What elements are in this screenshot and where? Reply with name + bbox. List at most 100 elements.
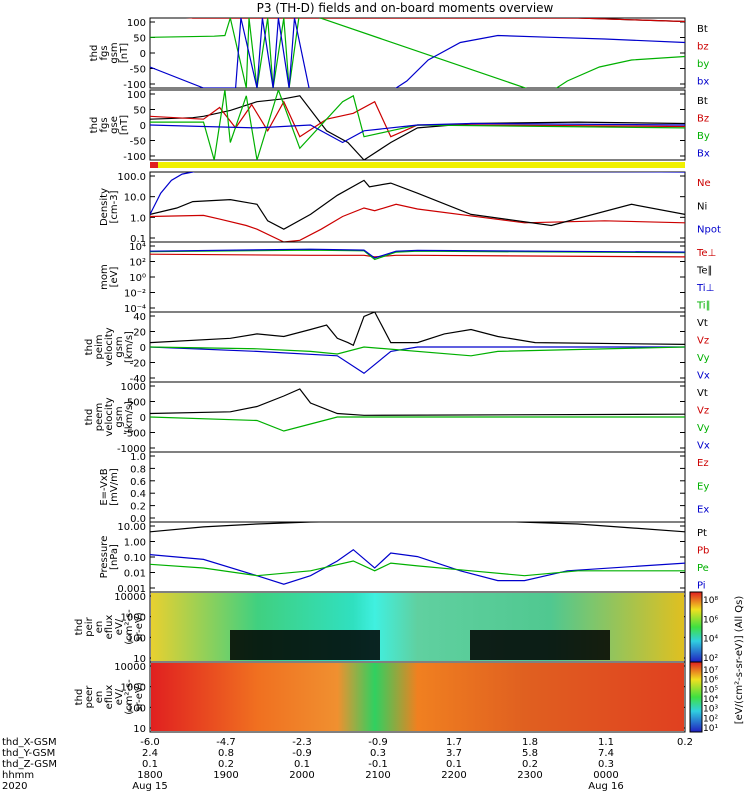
- ylabel-peir: eV/: [114, 618, 125, 635]
- xaxis-value: 7.4: [598, 748, 614, 759]
- series-density-Npot: [150, 172, 685, 215]
- ytick-mom_temp: 10⁴: [129, 242, 146, 253]
- legend-peem_velocity: Vt: [697, 388, 708, 399]
- series-pressure-Pe: [150, 560, 685, 577]
- series-mom_temp-Te⊥: [150, 253, 685, 258]
- series-peim_velocity-Vy: [150, 346, 685, 357]
- series-fgs_gse-By: [150, 90, 685, 160]
- ylabel-pressure: [nPa]: [109, 544, 120, 570]
- ylabel-peim_velocity: thd: [84, 339, 95, 356]
- ytick-peem_velocity: 1000: [121, 382, 146, 393]
- ytick-efield: 1.0: [130, 452, 146, 463]
- ylabel-fgs_gse: fgs: [99, 117, 110, 132]
- colorbar-tick-peir: 10⁴: [703, 635, 718, 645]
- xaxis-value: Aug 15: [132, 781, 167, 792]
- ylabel-pressure: Pressure: [99, 536, 110, 579]
- ytick-efield: 0.2: [130, 502, 146, 513]
- ylabel-peim_velocity: [km/s]: [124, 331, 135, 363]
- legend-peem_velocity: Vx: [697, 441, 710, 452]
- ylabel-peem_velocity: velocity: [104, 397, 115, 436]
- ytick-efield: 0.4: [130, 489, 146, 500]
- ylabel-peir: sr-eV): [134, 612, 145, 641]
- xaxis-value: 0.3: [598, 759, 614, 770]
- legend-peem_velocity: Vy: [697, 423, 710, 434]
- ylabel-fgs: thd: [89, 45, 100, 62]
- heatmap-shade-peir: [470, 630, 610, 660]
- xaxis-value: 2.4: [142, 748, 158, 759]
- xaxis-value: 0.2: [522, 759, 538, 770]
- legend-pressure: Pt: [697, 528, 707, 539]
- colorbar-tick-peer: 10³: [703, 705, 718, 715]
- ylabel-peir: en: [94, 621, 105, 634]
- xaxis-row-label: thd_Z-GSM: [2, 759, 57, 770]
- ylabel-peer: peer: [84, 685, 95, 709]
- panel-pressure: Pressure [nPa] 10.00 1.00 0.10 0.01 0.001 Pt Pb P…: [99, 521, 709, 595]
- figure-title: P3 (TH-D) fields and on-board moments ov…: [257, 1, 554, 15]
- legend-mom_temp: Te⊥: [696, 248, 716, 259]
- legend-peim_velocity: Vz: [697, 336, 709, 347]
- ytick-fgs: -100: [123, 80, 146, 91]
- xaxis-value: 2200: [441, 770, 466, 781]
- legend-pressure: Pi: [697, 581, 706, 592]
- series-peim_velocity-Vx: [150, 346, 685, 375]
- legend-efield: Ez: [697, 458, 709, 469]
- ytick-peer: 100: [127, 703, 146, 714]
- ylabel-density: Density: [99, 188, 110, 226]
- legend-fgs: bz: [697, 42, 709, 53]
- ylabel-fgs_gse: gse: [109, 116, 120, 134]
- colorbar-tick-peer: 10⁷: [703, 666, 718, 676]
- ylabel-peer: eflux: [104, 685, 115, 710]
- ytick-peem_velocity: -1000: [117, 444, 146, 455]
- xaxis-value: 0.1: [142, 759, 158, 770]
- xaxis-row-label: 2020: [2, 781, 27, 792]
- legend-efield: Ex: [697, 505, 709, 516]
- ylabel-efield: [mV/m]: [109, 468, 120, 506]
- series-fgs_gse-Bx: [150, 122, 685, 144]
- ytick-peem_velocity: 0: [140, 413, 146, 424]
- xaxis-value: 1800: [137, 770, 162, 781]
- colorbar-tick-peer: 10⁵: [703, 685, 718, 695]
- panel-peem_velocity: thd peem velocity gsm [km/s] 1000 500 0 -500 -100…: [84, 381, 710, 455]
- series-fgs-by: [150, 18, 685, 88]
- colorbar-tick-peer: 10¹: [703, 724, 718, 734]
- panel-efield: E=-VxB [mV/m] 1.00.8 0.60.4 0.20.0 Ez Ey Ex: [99, 451, 709, 525]
- legend-mom_temp: Ti⊥: [696, 283, 714, 294]
- ytick-peim_velocity: 0: [140, 343, 146, 354]
- legend-mom_temp: Ti∥: [696, 301, 711, 312]
- ylabel-density: [cm-3]: [109, 190, 120, 223]
- legend-fgs_gse: Bx: [697, 149, 710, 160]
- xaxis-value: 1.7: [446, 737, 462, 748]
- legend-density: Ne: [697, 178, 711, 189]
- ytick-peir: 1000: [121, 613, 146, 624]
- ytick-fgs_gse: 0: [140, 121, 146, 132]
- heatmap-shade-peir: [230, 630, 380, 660]
- series-density-Ni: [150, 179, 685, 230]
- colorbar-tick-peir: 10⁶: [703, 615, 718, 625]
- ylabel-mom_temp: [eV]: [109, 267, 120, 288]
- ytick-peir: 10: [133, 654, 146, 665]
- ylabel-peer: (cm²-s-: [124, 679, 135, 715]
- xaxis-value: 0.2: [677, 737, 693, 748]
- xaxis-value: -0.9: [368, 737, 388, 748]
- ylabel-fgs: fgs: [99, 45, 110, 60]
- xaxis-value: 0.3: [370, 748, 386, 759]
- ytick-peim_velocity: -20: [130, 359, 146, 370]
- ytick-efield: 0.0: [130, 514, 146, 525]
- ytick-peer: 1000: [121, 683, 146, 694]
- legend-pressure: Pe: [697, 563, 709, 574]
- legend-fgs_gse: Bz: [697, 114, 709, 125]
- xaxis-value: 5.8: [522, 748, 538, 759]
- series-peem_velocity-Vt: [150, 388, 685, 416]
- ytick-fgs: 100: [127, 18, 146, 29]
- panel-fgs_gse: thd fgs gse [nT] 100 50 0 -50 -100 Bt Bz By Bx: [89, 89, 710, 163]
- ylabel-peir: thd: [74, 619, 85, 636]
- state-bar: [150, 162, 685, 168]
- xaxis-value: 2100: [365, 770, 390, 781]
- xaxis-value: 1.8: [522, 737, 538, 748]
- legend-density: Ni: [697, 201, 707, 212]
- ytick-pressure: 1.00: [124, 538, 146, 549]
- ytick-density: 0.1: [130, 234, 146, 245]
- ylabel-fgs: [nT]: [119, 43, 130, 63]
